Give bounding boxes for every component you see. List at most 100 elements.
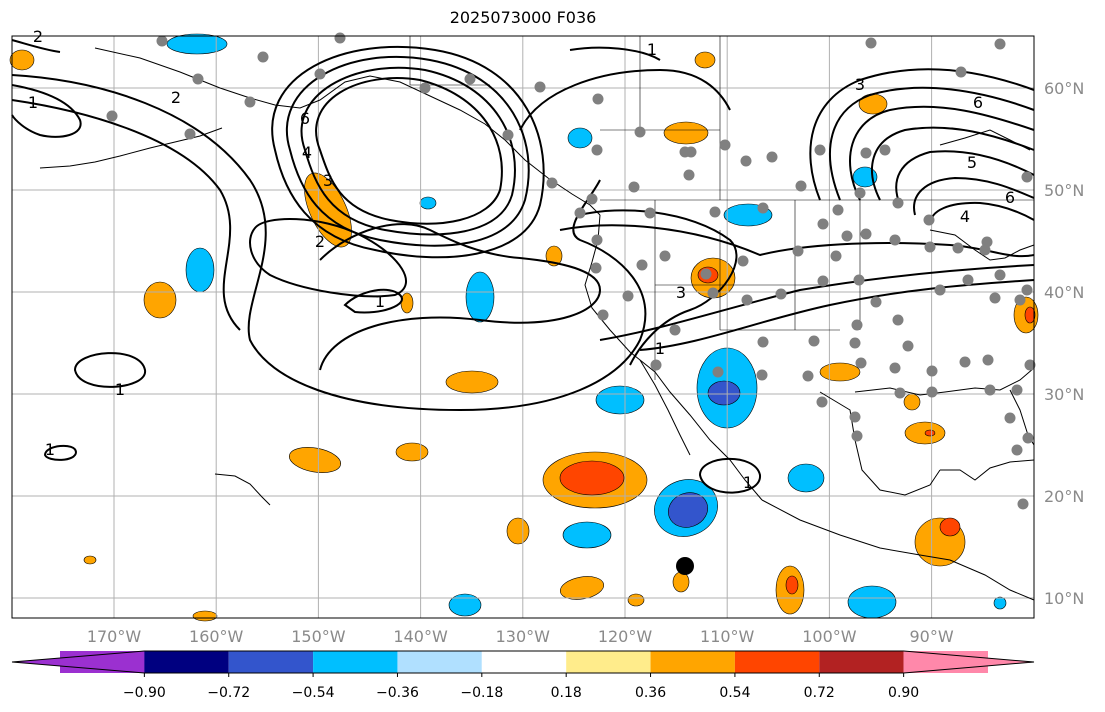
station-dot: [766, 151, 778, 163]
contour-label: 3: [323, 171, 333, 190]
contour-line: [913, 176, 1035, 216]
station-dot: [955, 66, 967, 78]
contour-line: [569, 46, 661, 61]
station-dot: [314, 68, 326, 80]
contour-line: [519, 68, 731, 131]
station-dot: [959, 356, 971, 368]
coastline-segment: [854, 367, 1035, 396]
station-dot: [334, 32, 346, 44]
anomaly-blob: [787, 463, 825, 493]
station-dot: [851, 430, 863, 442]
contour-line: [599, 264, 1035, 341]
contour-label: 1: [647, 40, 657, 59]
colorbar: [11, 650, 1035, 674]
station-dot: [795, 180, 807, 192]
contour-line: [11, 84, 82, 138]
station-dot: [683, 169, 695, 181]
station-dot: [244, 96, 256, 108]
station-dot: [634, 126, 646, 138]
lat-tick-label: 60°N: [1044, 79, 1084, 98]
station-dot: [257, 51, 269, 63]
anomaly-blob: [559, 576, 605, 600]
station-dot: [808, 335, 820, 347]
colorbar-segment: [481, 651, 567, 673]
contour-line: [11, 99, 241, 331]
station-dot: [1011, 444, 1023, 456]
colorbar-tick-label: −0.18: [460, 685, 503, 701]
station-dot: [534, 81, 546, 93]
station-dot: [192, 73, 204, 85]
contour-label: 6: [1005, 188, 1015, 207]
anomaly-blob: [545, 245, 563, 267]
colorbar-tick-label: 0.54: [719, 685, 750, 701]
anomaly-blob: [395, 442, 429, 462]
station-dot: [592, 93, 604, 105]
station-dot: [669, 324, 681, 336]
station-dot: [870, 296, 882, 308]
anomaly-blob: [400, 292, 414, 314]
colorbar-segment: [734, 651, 820, 673]
contour-line: [849, 105, 1035, 201]
station-dot: [737, 255, 749, 267]
station-dot: [816, 396, 828, 408]
anomaly-blob: [627, 593, 645, 607]
station-dot: [709, 206, 721, 218]
station-dot: [830, 250, 842, 262]
station-dot: [853, 274, 865, 286]
contour-label: 2: [171, 88, 181, 107]
station-dot: [849, 411, 861, 423]
station-dot: [889, 362, 901, 374]
station-dot: [841, 230, 853, 242]
anomaly-blob: [595, 385, 645, 415]
station-dot: [865, 37, 877, 49]
station-dot: [650, 359, 662, 371]
lat-tick-label: 40°N: [1044, 283, 1084, 302]
chart-title: 2025073000 F036: [449, 8, 597, 27]
station-dot: [1021, 171, 1033, 183]
lat-tick-label: 50°N: [1044, 181, 1084, 200]
colorbar-labels: −0.90 −0.72 −0.54 −0.36 −0.18 0.18 0.36 0.54 0.7…: [123, 673, 919, 701]
contour-line: [929, 201, 1035, 226]
station-dot: [591, 234, 603, 246]
station-dot: [597, 309, 609, 321]
anomaly-blob: [465, 271, 495, 323]
station-dot: [994, 38, 1006, 50]
contour-line: [11, 39, 61, 53]
anomaly-blob: [185, 247, 215, 293]
station-dot: [712, 366, 724, 378]
contour-line: [343, 288, 403, 314]
anomaly-blob: [847, 585, 897, 619]
station-dot: [1004, 412, 1016, 424]
contour-label: 5: [967, 153, 977, 172]
station-dot: [1022, 432, 1034, 444]
lon-tick-label: 170°W: [87, 627, 142, 646]
contour-label: 1: [655, 339, 665, 358]
colorbar-segment: [228, 651, 314, 673]
station-dot: [756, 369, 768, 381]
station-dot: [892, 314, 904, 326]
lon-tick-label: 120°W: [598, 627, 653, 646]
anomaly-blob: [559, 460, 625, 496]
graticule: [12, 36, 1034, 618]
station-dot: [902, 340, 914, 352]
contour-label: 4: [302, 143, 312, 162]
station-dot: [892, 197, 904, 209]
contour-line: [11, 74, 647, 412]
anomaly-blob: [506, 517, 530, 545]
anomaly-blob: [143, 281, 177, 319]
anomaly-blob: [166, 33, 228, 55]
colorbar-tick-label: 0.36: [635, 685, 666, 701]
station-dot: [590, 262, 602, 274]
station-dot: [1024, 359, 1036, 371]
station-dot: [994, 269, 1006, 281]
station-dot: [757, 336, 769, 348]
colorbar-segment: [650, 651, 735, 673]
lon-tick-label: 110°W: [700, 627, 755, 646]
contour-line: [579, 209, 738, 366]
anomaly-blob: [448, 593, 482, 617]
anomaly-blob: [663, 121, 709, 145]
station-dot: [106, 110, 118, 122]
station-dot: [775, 288, 787, 300]
contour-line: [271, 45, 545, 259]
contour-line: [871, 126, 1035, 201]
